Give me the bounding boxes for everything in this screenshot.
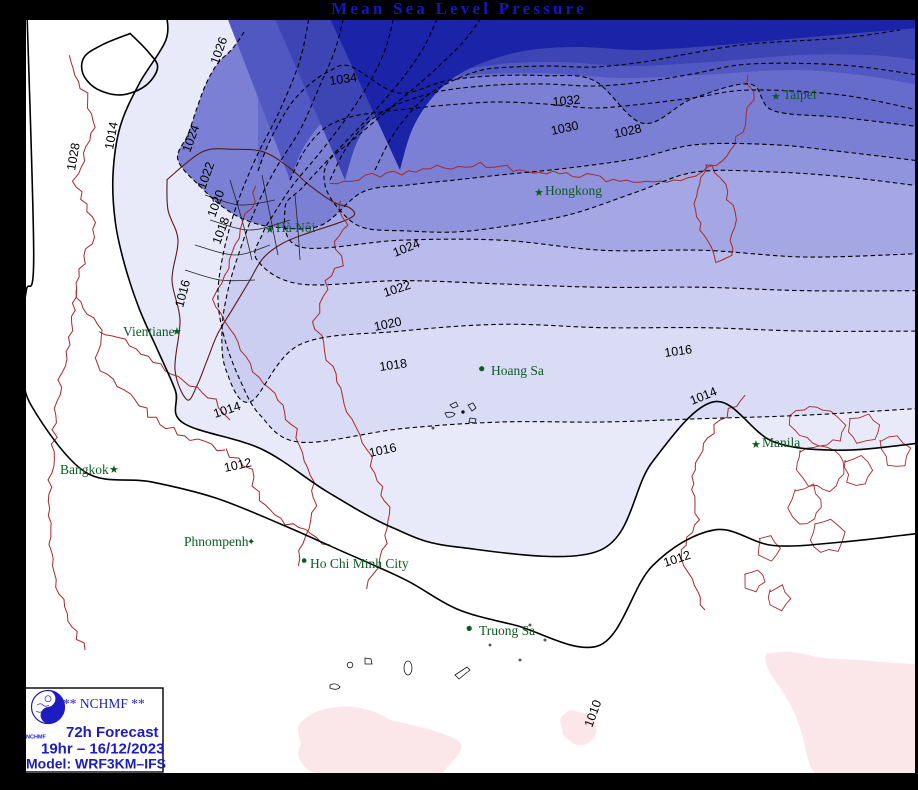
svg-text:Ho Chi Minh City: Ho Chi Minh City <box>310 556 409 571</box>
svg-text:** NCHMF **: ** NCHMF ** <box>63 696 145 711</box>
svg-text:★: ★ <box>534 187 544 199</box>
svg-text:★: ★ <box>751 439 761 451</box>
svg-text:Phnompenh: Phnompenh <box>184 534 249 549</box>
svg-text:Model: WRF3KM–IFS: Model: WRF3KM–IFS <box>26 756 166 772</box>
svg-text:Hà Nội: Hà Nội <box>276 220 316 235</box>
svg-text:✦: ✦ <box>247 537 255 548</box>
svg-text:Truong Sa: Truong Sa <box>479 623 535 638</box>
svg-text:Bangkok: Bangkok <box>60 462 109 477</box>
svg-text:★: ★ <box>771 91 781 103</box>
svg-text:1012: 1012 <box>4 259 20 288</box>
svg-text:★: ★ <box>172 326 182 338</box>
svg-text:72h Forecast: 72h Forecast <box>66 724 159 741</box>
svg-text:1032: 1032 <box>552 93 581 109</box>
svg-text:★: ★ <box>109 464 119 476</box>
svg-text:Vientiane: Vientiane <box>123 324 175 339</box>
svg-text:Hoang Sa: Hoang Sa <box>491 363 544 378</box>
svg-text:Taipei: Taipei <box>783 87 817 102</box>
svg-text:Hongkong: Hongkong <box>545 183 602 198</box>
svg-text:★: ★ <box>265 224 275 236</box>
svg-text:Manila: Manila <box>762 435 800 450</box>
